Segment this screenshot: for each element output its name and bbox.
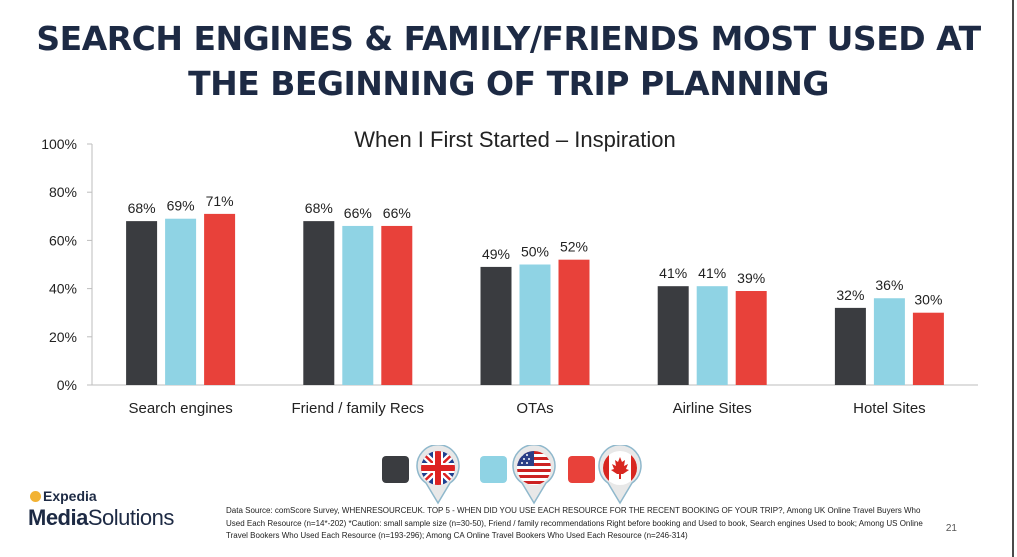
data-label: 66% <box>383 205 411 221</box>
bar <box>381 225 413 385</box>
y-tick-label: 60% <box>49 232 77 248</box>
y-tick-label: 100% <box>41 136 77 152</box>
legend-swatch-uk <box>382 456 409 483</box>
data-label: 41% <box>698 265 726 281</box>
bar-chart: 0% 20% 40% 60% 80% 100% 68% 69% 71% Search engine… <box>41 136 978 417</box>
bar <box>204 213 236 385</box>
data-label: 68% <box>128 200 156 216</box>
bar <box>912 312 944 385</box>
slide-title-line-2: THE BEGINNING OF TRIP PLANNING <box>188 64 829 103</box>
legend-swatch-ca <box>568 456 595 483</box>
y-tick-label: 0% <box>57 377 77 393</box>
data-label: 71% <box>206 193 234 209</box>
logo-media: Media <box>28 505 88 530</box>
category-label: Friend / family Recs <box>292 400 425 417</box>
data-label: 68% <box>305 200 333 216</box>
logo-brand: Expedia <box>43 488 97 504</box>
data-source-note: Data Source: comScore Survey, WHENRESOUR… <box>226 506 923 540</box>
slide-title-line-1: SEARCH ENGINES & FAMILY/FRIENDS MOST USE… <box>36 19 981 58</box>
bar <box>303 221 335 385</box>
slide-title: SEARCH ENGINES & FAMILY/FRIENDS MOST USE… <box>0 16 1017 106</box>
logo-solutions: Solutions <box>87 505 175 530</box>
bar <box>519 264 551 385</box>
bar <box>735 291 767 385</box>
bar <box>126 221 158 385</box>
y-tick-label: 80% <box>49 184 77 200</box>
bar <box>558 259 590 385</box>
data-label: 66% <box>344 205 372 221</box>
category-label: Airline Sites <box>673 400 752 417</box>
data-label: 32% <box>836 287 864 303</box>
us-flag-icon <box>512 445 556 505</box>
data-label: 49% <box>482 246 510 262</box>
bar <box>834 307 866 385</box>
canada-flag-icon <box>598 445 642 505</box>
data-label: 52% <box>560 239 588 255</box>
page-number: 21 <box>945 523 957 534</box>
data-label: 69% <box>167 198 195 214</box>
category-label: OTAs <box>516 400 553 417</box>
data-label: 41% <box>659 265 687 281</box>
bar <box>342 225 374 385</box>
legend-swatch-us <box>480 456 507 483</box>
uk-flag-icon <box>416 445 460 505</box>
data-label: 30% <box>914 292 942 308</box>
y-tick-label: 40% <box>49 281 77 297</box>
category-label: Hotel Sites <box>853 400 926 417</box>
bar <box>657 286 689 385</box>
chart-title: When I First Started – Inspiration <box>354 127 676 152</box>
data-label: 50% <box>521 244 549 260</box>
bar <box>480 266 512 385</box>
y-tick-label: 20% <box>49 329 77 345</box>
category-label: Search engines <box>128 400 232 417</box>
data-label: 36% <box>875 277 903 293</box>
bar <box>696 286 728 385</box>
globe-icon <box>30 491 41 502</box>
data-label: 39% <box>737 270 765 286</box>
frame-border <box>1012 0 1014 557</box>
bar <box>873 298 905 385</box>
bar <box>165 218 197 385</box>
